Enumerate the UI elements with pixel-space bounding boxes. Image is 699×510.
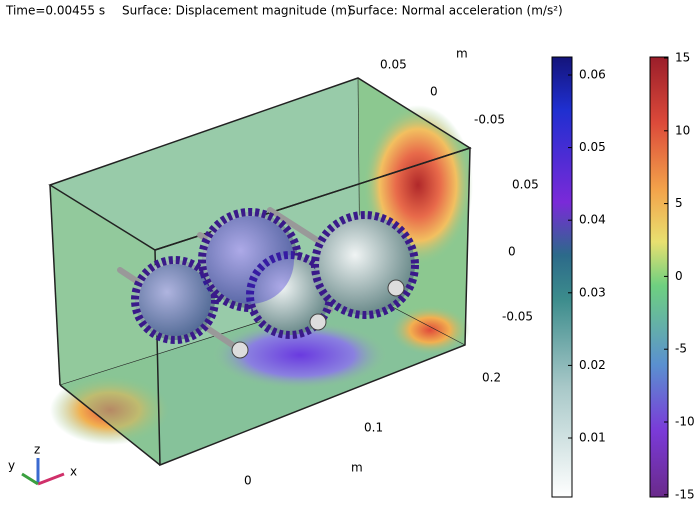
colorbar-tick-label: 0.02 [579,358,606,372]
colorbar-tick-label: 0 [675,269,683,283]
tick-label: -0.05 [502,310,533,324]
colorbar-tick-label: -5 [675,342,687,356]
colorbar-tick-label: 0.01 [579,431,606,445]
tick-label: 0 [244,474,252,488]
colorbar-tick-label: -10 [675,415,695,429]
colorbar-tick-label: 0.04 [579,213,606,227]
unit-label: m [351,461,363,475]
triad-label: y [8,459,15,473]
tick-label: -0.05 [474,113,505,127]
colorbar-tick-label: 0.06 [579,68,606,82]
colorbar-tick-label: 10 [675,123,690,137]
colorbar-tick-label: 0.03 [579,285,606,299]
tick-label: 0.05 [380,58,407,72]
tick-label: 0.1 [364,421,383,435]
colorbar [649,56,669,498]
axis-triad: z x y [8,443,77,486]
header: Time=0.00455 s Surface: Displacement mag… [5,4,563,18]
tick-label: 0 [430,85,438,99]
unit-label: m [456,47,468,61]
triad-label: z [34,443,40,457]
tick-label: 0.2 [482,371,501,385]
surface-label: Surface: Displacement magnitude (m) [122,4,352,18]
colorbar-tick-label: 5 [675,196,683,210]
triad-label: x [70,465,77,479]
colorbar-labels: 0.06 0.05 0.04 0.03 0.02 0.01 15 10 5 0 -5 -10 -15 [568,51,695,501]
colorbar-tick-label: -15 [675,487,695,501]
colorbar-tick-label: 15 [675,51,690,65]
scene [48,77,473,467]
tick-label: 0.05 [512,178,539,192]
surface-label: Surface: Normal acceleration (m/s²) [348,4,563,18]
time-label: Time=0.00455 s [5,4,105,18]
colorbar-tick-label: 0.05 [579,140,606,154]
colorbar [551,56,573,498]
axis-labels: 0.05 0 -0.05 m 0.05 0 -0.05 0.2 0.1 0 m [244,47,539,488]
tick-label: 0 [508,245,516,259]
